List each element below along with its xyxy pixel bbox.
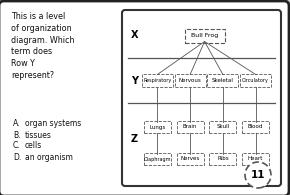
FancyBboxPatch shape bbox=[144, 121, 171, 133]
Text: Diaphragm: Diaphragm bbox=[144, 157, 171, 161]
FancyBboxPatch shape bbox=[142, 74, 173, 87]
Text: This is a level
of organization
diagram. Which
term does
Row Y
represent?: This is a level of organization diagram.… bbox=[11, 12, 75, 80]
Text: Heart: Heart bbox=[248, 157, 263, 161]
Circle shape bbox=[245, 162, 271, 188]
Text: Skeletal: Skeletal bbox=[212, 78, 234, 83]
FancyBboxPatch shape bbox=[177, 121, 204, 133]
Text: 11: 11 bbox=[251, 170, 265, 180]
FancyBboxPatch shape bbox=[240, 74, 271, 87]
FancyBboxPatch shape bbox=[209, 121, 236, 133]
FancyBboxPatch shape bbox=[177, 153, 204, 165]
FancyBboxPatch shape bbox=[242, 121, 269, 133]
Text: tissues: tissues bbox=[25, 130, 52, 139]
Text: cells: cells bbox=[25, 142, 42, 151]
FancyBboxPatch shape bbox=[207, 74, 238, 87]
Text: Y: Y bbox=[131, 75, 138, 85]
Text: Z: Z bbox=[131, 134, 138, 144]
FancyBboxPatch shape bbox=[242, 153, 269, 165]
Text: an organism: an organism bbox=[25, 152, 73, 161]
Text: Nerves: Nerves bbox=[180, 157, 200, 161]
Text: Ribs: Ribs bbox=[217, 157, 229, 161]
Text: organ systems: organ systems bbox=[25, 119, 81, 128]
FancyBboxPatch shape bbox=[184, 28, 224, 43]
Text: Blood: Blood bbox=[248, 124, 263, 129]
Text: Lungs: Lungs bbox=[149, 124, 166, 129]
Text: Skull: Skull bbox=[216, 124, 229, 129]
Text: B.: B. bbox=[13, 130, 21, 139]
Text: Circulatory: Circulatory bbox=[242, 78, 269, 83]
Text: Respiratory: Respiratory bbox=[143, 78, 171, 83]
FancyBboxPatch shape bbox=[209, 153, 236, 165]
Text: D.: D. bbox=[13, 152, 21, 161]
FancyBboxPatch shape bbox=[122, 10, 281, 186]
Text: Nervous: Nervous bbox=[179, 78, 202, 83]
FancyBboxPatch shape bbox=[175, 74, 206, 87]
Text: C.: C. bbox=[13, 142, 21, 151]
Text: A.: A. bbox=[13, 119, 21, 128]
Text: X: X bbox=[131, 30, 139, 41]
Text: Brain: Brain bbox=[183, 124, 197, 129]
FancyBboxPatch shape bbox=[144, 153, 171, 165]
Text: Bull Frog: Bull Frog bbox=[191, 33, 218, 38]
